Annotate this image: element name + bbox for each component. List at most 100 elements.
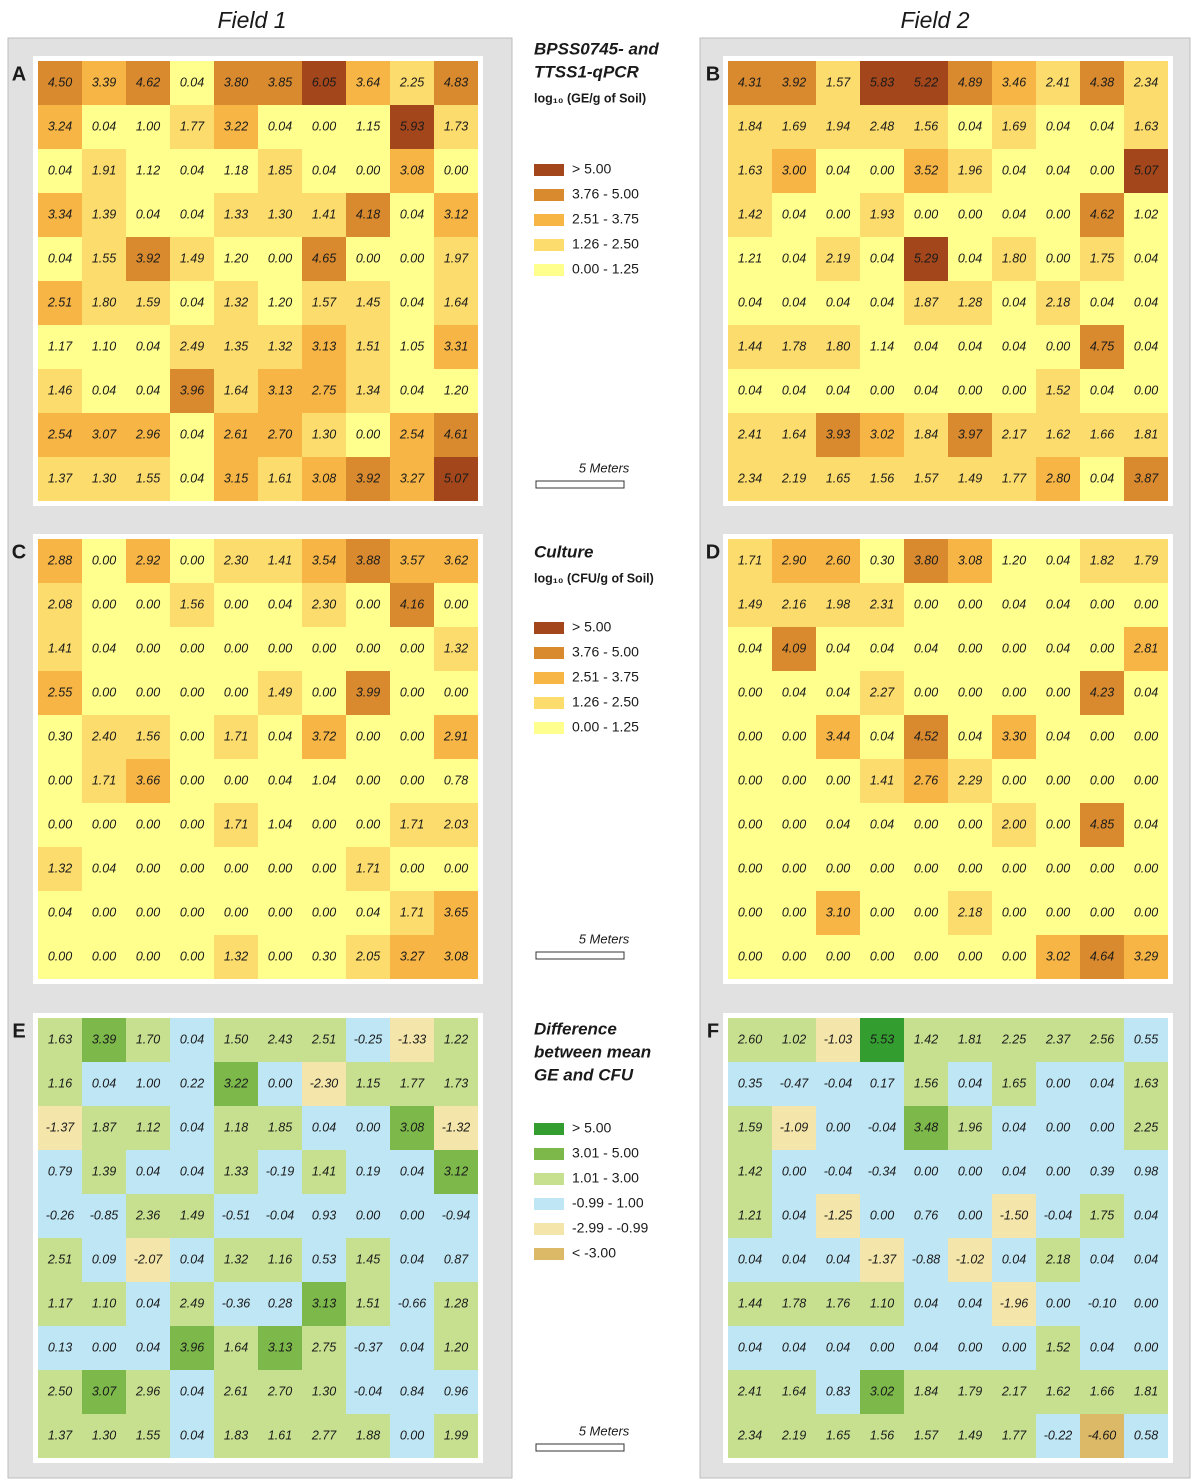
cell-label: 2.25 <box>399 75 424 89</box>
cell-label: 0.04 <box>180 75 204 89</box>
cell-label: 0.00 <box>312 905 336 919</box>
heat-cell <box>948 759 992 803</box>
cell-label: -0.04 <box>266 1208 295 1222</box>
heat-cell <box>82 891 126 935</box>
cell-label: 2.08 <box>47 597 72 611</box>
heat-cell <box>1036 759 1080 803</box>
cell-label: 2.92 <box>135 553 160 567</box>
heat-cell <box>992 1370 1036 1414</box>
cell-label: 1.77 <box>1002 471 1027 485</box>
cell-label: 0.00 <box>180 729 204 743</box>
cell-label: 1.71 <box>224 729 248 743</box>
cell-label: 0.00 <box>958 641 982 655</box>
cell-label: 0.00 <box>826 1120 850 1134</box>
heat-cell <box>816 369 860 413</box>
heat-cell <box>346 1062 390 1106</box>
heat-cell <box>170 671 214 715</box>
cell-label: 1.84 <box>914 1384 938 1398</box>
cell-label: 3.13 <box>312 1296 336 1310</box>
cell-label: 0.30 <box>870 553 894 567</box>
heat-cell <box>170 1150 214 1194</box>
heat-cell <box>772 1326 816 1370</box>
cell-label: 0.04 <box>180 1120 204 1134</box>
legend-label: 1.01 - 3.00 <box>572 1170 639 1186</box>
cell-label: -4.60 <box>1088 1428 1117 1442</box>
cell-label: 0.04 <box>1002 207 1026 221</box>
heat-cell <box>302 1194 346 1238</box>
cell-label: 0.00 <box>356 1120 380 1134</box>
heat-cell <box>1036 583 1080 627</box>
heat-cell <box>82 1018 126 1062</box>
heat-cell <box>948 1062 992 1106</box>
legend-label: 1.26 - 2.50 <box>572 694 639 710</box>
legend-swatch <box>534 189 564 201</box>
cell-label: 3.02 <box>1046 949 1070 963</box>
heat-cell <box>434 1150 478 1194</box>
legend-swatch <box>534 697 564 709</box>
heat-cell <box>170 1106 214 1150</box>
heat-cell <box>346 803 390 847</box>
heat-cell <box>860 1106 904 1150</box>
cell-label: 1.70 <box>136 1032 160 1046</box>
heat-cell <box>1080 1282 1124 1326</box>
heat-cell <box>904 1370 948 1414</box>
cell-label: 0.04 <box>782 295 806 309</box>
heat-cell <box>772 237 816 281</box>
heat-cell <box>258 61 302 105</box>
cell-label: 6.05 <box>312 75 336 89</box>
heat-cell <box>390 803 434 847</box>
cell-label: 0.00 <box>400 251 424 265</box>
heat-cell <box>1124 281 1168 325</box>
cell-label: 0.00 <box>1002 905 1026 919</box>
heat-cell <box>302 1238 346 1282</box>
cell-label: 0.76 <box>914 1208 938 1222</box>
heat-cell <box>38 1106 82 1150</box>
heat-cell <box>82 1326 126 1370</box>
cell-label: 2.41 <box>737 1384 762 1398</box>
cell-label: 0.04 <box>782 251 806 265</box>
cell-label: 0.00 <box>400 729 424 743</box>
heat-cell <box>816 1282 860 1326</box>
cell-label: 2.34 <box>737 1428 762 1442</box>
heat-cell <box>170 891 214 935</box>
cell-label: 0.00 <box>1090 729 1114 743</box>
cell-label: 1.73 <box>444 1076 468 1090</box>
heat-cell <box>904 1326 948 1370</box>
heat-cell <box>126 1106 170 1150</box>
heat-cell <box>346 1150 390 1194</box>
heat-cell <box>170 61 214 105</box>
heat-cell <box>346 105 390 149</box>
cell-label: 0.98 <box>1134 1164 1158 1178</box>
cell-label: 0.04 <box>1002 163 1026 177</box>
heat-cell <box>948 413 992 457</box>
cell-label: 0.04 <box>1090 1076 1114 1090</box>
cell-label: 0.00 <box>738 861 762 875</box>
heat-cell <box>170 1018 214 1062</box>
cell-label: 0.04 <box>1002 597 1026 611</box>
cell-label: 0.00 <box>1090 1120 1114 1134</box>
heat-cell <box>214 759 258 803</box>
cell-label: 3.96 <box>180 1340 204 1354</box>
cell-label: 2.17 <box>1001 427 1027 441</box>
cell-label: 1.81 <box>958 1032 982 1046</box>
heat-cell <box>38 325 82 369</box>
heat-cell <box>816 413 860 457</box>
heat-cell <box>38 759 82 803</box>
cell-label: 0.00 <box>180 905 204 919</box>
heat-cell <box>728 627 772 671</box>
heat-cell <box>38 935 82 979</box>
heat-cell <box>390 891 434 935</box>
heat-cell <box>214 847 258 891</box>
cell-label: 0.04 <box>1046 163 1070 177</box>
heat-cell <box>1124 1326 1168 1370</box>
heat-cell <box>390 281 434 325</box>
cell-label: 0.00 <box>1134 383 1158 397</box>
heat-cell <box>1124 539 1168 583</box>
heat-cell <box>1036 193 1080 237</box>
cell-label: 0.04 <box>958 119 982 133</box>
heat-cell <box>346 281 390 325</box>
cell-label: 1.18 <box>224 1120 248 1134</box>
heat-cell <box>302 1370 346 1414</box>
heat-cell <box>860 281 904 325</box>
cell-label: 0.00 <box>268 861 292 875</box>
